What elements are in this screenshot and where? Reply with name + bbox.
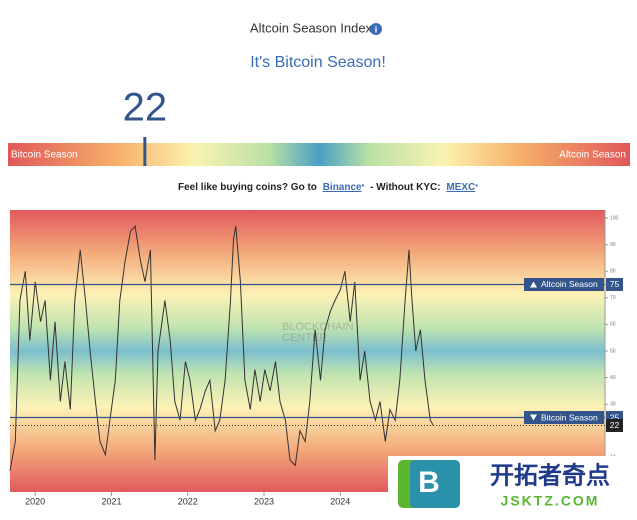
x-tick-label: 2021 [101, 496, 121, 506]
star: * [362, 184, 365, 191]
star: * [475, 184, 478, 191]
gauge-value: 22 [123, 86, 168, 130]
threshold-value-box [606, 277, 623, 291]
logo-name: 开拓者奇点 [490, 461, 610, 489]
x-tick-label: 2023 [254, 496, 274, 506]
y-tick-label: 30 [610, 402, 616, 408]
x-tick-label: 2020 [25, 496, 45, 506]
binance-link[interactable]: Binance [323, 182, 362, 193]
promo: Feel like buying coins? Go to Binance* -… [178, 182, 478, 193]
y-tick-label: 60 [610, 322, 616, 328]
logo-icon-overlay [410, 460, 460, 508]
plot-background [10, 210, 605, 492]
current-box [606, 418, 623, 432]
x-tick-label: 2024 [330, 496, 350, 506]
threshold-label: Bitcoin Season [541, 412, 598, 422]
current-value: 22 [610, 420, 620, 430]
threshold-value: 25 [610, 412, 620, 422]
y-tick-label: 90 [610, 242, 616, 248]
info-glyph: i [375, 24, 378, 34]
gauge-left-label: Bitcoin Season [11, 150, 78, 161]
promo-lead: Feel like buying coins? Go to [178, 182, 317, 193]
logo-url: JSKTZ.COM [501, 493, 600, 509]
logo-letter: B [418, 466, 440, 499]
gauge-bar [8, 143, 630, 166]
y-tick-label: 50 [610, 348, 616, 354]
y-tick-label: 100 [610, 215, 619, 221]
watermark: CENTER [282, 332, 327, 344]
threshold-arrow [530, 281, 537, 288]
gauge-right-label: Altcoin Season [559, 150, 626, 161]
info-icon[interactable] [370, 23, 382, 35]
mexc-link[interactable]: MEXC [446, 182, 475, 193]
threshold-label: Altcoin Season [541, 279, 598, 289]
headline: It's Bitcoin Season! [250, 54, 386, 71]
x-tick-label: 2022 [178, 496, 198, 506]
y-tick-label: 80 [610, 269, 616, 275]
threshold-label-box [524, 411, 604, 425]
promo-middle: - Without KYC: [370, 182, 440, 193]
watermark: BLOCKCHAIN [282, 321, 354, 333]
y-tick-label: 70 [610, 295, 616, 301]
threshold-value: 75 [610, 279, 620, 289]
logo: B 开拓者奇点 JSKTZ.COM [388, 456, 637, 515]
y-tick-label: 40 [610, 375, 616, 381]
index-line [9, 224, 434, 471]
threshold-arrow [530, 414, 537, 421]
threshold-label-box [524, 277, 604, 291]
title: Altcoin Season Index [250, 20, 373, 35]
